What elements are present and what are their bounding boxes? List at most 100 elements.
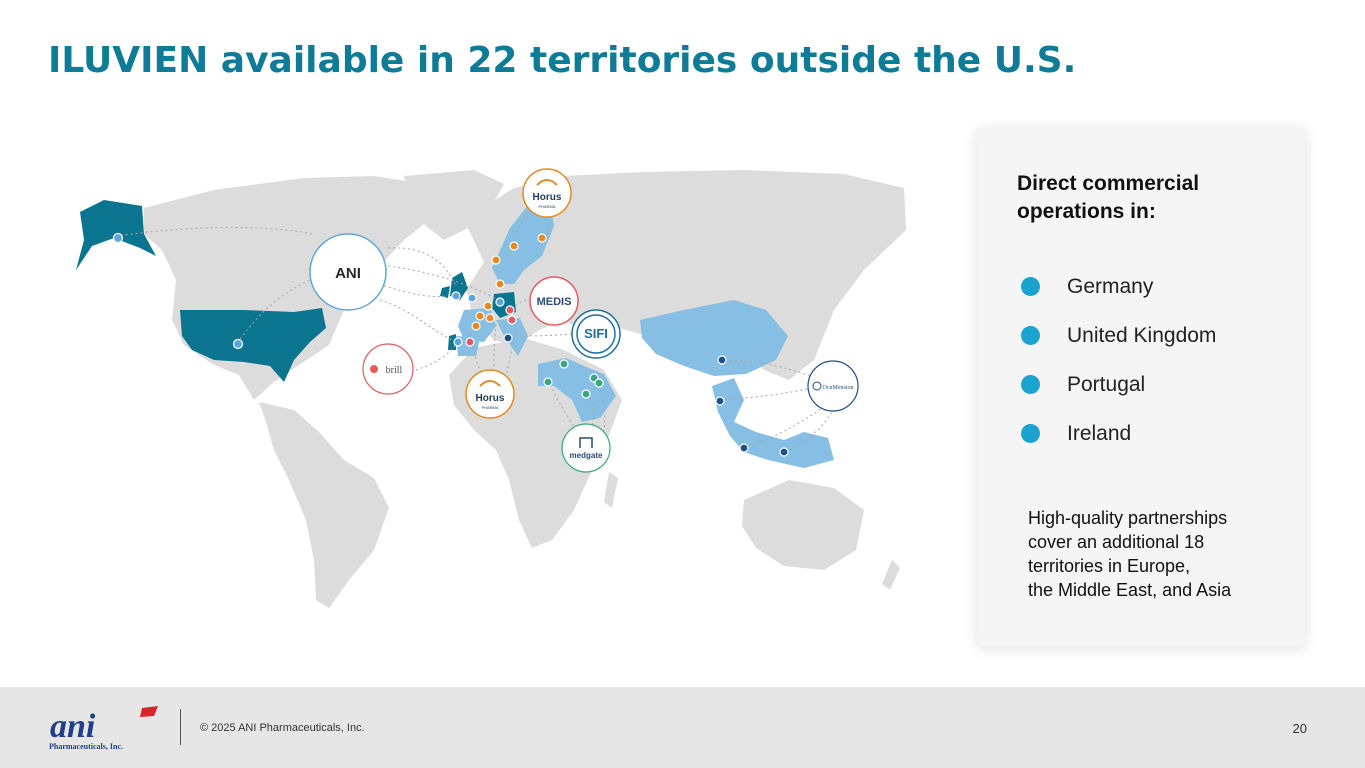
uk-ireland-territory — [440, 272, 468, 300]
partner-logo-ani: ANI — [309, 233, 387, 311]
bullet-dot-icon — [1021, 424, 1040, 443]
marker-oman — [594, 378, 604, 388]
country-label: United Kingdom — [1067, 323, 1217, 347]
bullet-dot-icon — [1021, 277, 1040, 296]
partner-logo-medgate: medgate — [561, 423, 611, 473]
oxumension-emblem-icon — [812, 381, 822, 391]
connector-medgate-c — [597, 379, 606, 433]
horus-south-eye-icon — [479, 380, 501, 387]
list-item: Germany — [1021, 262, 1216, 311]
direct-operations-panel: Direct commercial operations in: Germany… — [977, 128, 1305, 646]
connector-horus-north-nordics — [499, 211, 527, 265]
connector-sifi — [507, 333, 573, 337]
partner-logo-ani-ring — [309, 233, 387, 311]
slide-title: ILUVIEN available in 22 territories outs… — [48, 40, 1077, 81]
marker-uk — [467, 293, 477, 303]
partner-label-ani: ANI — [335, 265, 361, 282]
australia-land — [742, 480, 864, 570]
marker-switzerland — [485, 313, 495, 323]
list-item: Ireland — [1021, 409, 1216, 458]
marker-indonesia — [739, 443, 749, 453]
marker-italy — [503, 333, 513, 343]
list-item: Portugal — [1021, 360, 1216, 409]
footer-divider — [180, 709, 181, 745]
eurasia-land — [464, 170, 906, 380]
marker-denmark — [495, 279, 505, 289]
marker-china — [717, 355, 727, 365]
partner-logo-sifi-ring — [571, 309, 621, 359]
partner-logo-horus-south-ring — [465, 369, 515, 419]
world-map-svg: ANI Horus PHARMA MEDIS SIFI brill Horus — [76, 168, 906, 608]
ani-logo: ani Pharmaceuticals, Inc. — [49, 706, 158, 751]
country-label: Ireland — [1067, 421, 1132, 445]
usa-territory — [180, 308, 326, 382]
country-label: Germany — [1067, 274, 1154, 298]
marker-czech — [507, 315, 517, 325]
connector-ani-uk — [387, 247, 457, 287]
marker-ireland — [451, 291, 461, 301]
sifi-inner-ring — [576, 314, 616, 354]
partner-logo-brill-ring — [362, 343, 414, 395]
partner-label-brill: brill — [386, 365, 403, 376]
ani-logo-wordmark: ani — [50, 708, 96, 745]
marker-germany — [495, 297, 505, 307]
madagascar-land — [604, 472, 618, 508]
partner-logo-medis-ring — [529, 276, 579, 326]
partner-logo-horus-north-ring — [522, 168, 572, 218]
partner-label-medgate: medgate — [570, 451, 603, 460]
panel-heading: Direct commercial operations in: — [1017, 172, 1200, 223]
ani-logo-subtext: Pharmaceuticals, Inc. — [49, 742, 123, 751]
marker-saudi — [581, 389, 591, 399]
partner-label-sifi: SIFI — [584, 326, 608, 341]
marker-austria — [505, 305, 515, 315]
partner-logo-horus-south: Horus PHARMA — [465, 369, 515, 419]
partner-logo-medgate-ring — [561, 423, 611, 473]
partner-logo-oxumension-ring — [807, 360, 859, 412]
marker-usa — [232, 338, 244, 350]
copyright-text: © 2025 ANI Pharmaceuticals, Inc. — [200, 722, 365, 734]
marker-spain — [465, 337, 475, 347]
connector-oxumension-indonesia — [743, 405, 825, 449]
location-markers — [112, 232, 789, 457]
partner-logo-medis: MEDIS — [529, 276, 579, 326]
partner-label-medis: MEDIS — [537, 296, 572, 308]
partner-logo-oxumension: OcuMension — [807, 360, 859, 412]
ani-logo-swoosh-icon — [140, 706, 158, 717]
marker-netherlands — [483, 301, 493, 311]
partnership-note-line: High-quality partnerships — [1028, 508, 1228, 528]
marker-alaska — [112, 232, 124, 244]
page-number: 20 — [1292, 721, 1307, 736]
marker-norway — [491, 255, 501, 265]
connector-horus-south-c — [505, 321, 519, 379]
partner-sublabel-horus-north: PHARMA — [538, 204, 555, 209]
partnership-note-line: territories in Europe, — [1028, 556, 1191, 576]
connector-brill — [415, 343, 457, 371]
connector-medis — [509, 299, 527, 311]
partnership-note-line: cover an additional 18 — [1028, 532, 1205, 552]
connector-ani-ireland — [383, 285, 447, 297]
marker-vietnam — [715, 396, 725, 406]
marker-sweden — [509, 241, 519, 251]
new-zealand-land — [882, 560, 900, 590]
partner-logo-brill: brill — [362, 343, 414, 395]
marker-france — [471, 321, 481, 331]
brill-flower-icon — [370, 365, 378, 373]
bullet-dot-icon — [1021, 326, 1040, 345]
direct-operations-list: Germany United Kingdom Portugal Ireland — [1021, 262, 1216, 458]
connector-oxumension-png — [785, 407, 835, 453]
bullet-dot-icon — [1021, 375, 1040, 394]
connector-oxumension-vietnam — [721, 387, 813, 401]
china-territory — [640, 300, 788, 376]
partnership-note-line: the Middle East, and Asia — [1028, 580, 1232, 600]
medgate-gate-icon — [579, 437, 593, 448]
marker-portugal — [453, 337, 463, 347]
south-america-land — [259, 402, 389, 608]
slide-footer: ani Pharmaceuticals, Inc. © 2025 ANI Pha… — [0, 687, 1365, 768]
connector-lines — [117, 211, 835, 453]
connector-horus-south-b — [493, 323, 497, 377]
partner-logo-sifi: SIFI — [571, 309, 621, 359]
partner-sublabel-horus-south: PHARMA — [481, 405, 498, 410]
nordics-territory — [492, 200, 554, 284]
partner-label-horus-north: Horus — [533, 192, 562, 203]
marker-egypt — [543, 377, 553, 387]
